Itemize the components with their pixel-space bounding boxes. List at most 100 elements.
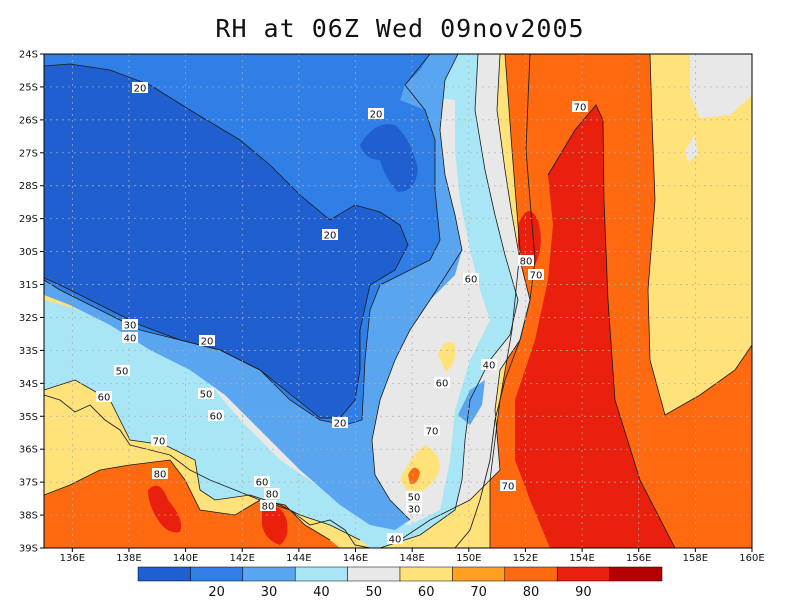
contour-label-bg <box>114 365 130 376</box>
lon-label: 158E <box>683 553 708 564</box>
colorbar-swatch <box>504 566 558 582</box>
contour-label: 60 <box>210 412 223 423</box>
contour-label: 70 <box>530 271 543 282</box>
rh-band-60-70-pocket-1 <box>438 341 456 372</box>
lon-label: 144E <box>286 553 311 564</box>
lon-label: 156E <box>626 553 651 564</box>
colorbar-swatch <box>190 566 244 582</box>
contour-label: 50 <box>200 390 213 401</box>
colorbar-swatch <box>399 566 453 582</box>
contour-label: 50 <box>408 493 421 504</box>
colorbar-swatch <box>556 566 610 582</box>
rh-band-80-90-southwest <box>148 485 182 533</box>
coastline <box>44 54 536 548</box>
longitude-labels: 136E 138E 140E 142E 144E 146E 148E 150E 152E 154E… <box>60 548 765 564</box>
rh-band-70-80-pocket <box>408 467 420 485</box>
contour-label: 80 <box>154 470 167 481</box>
contour-label-bg <box>198 388 214 399</box>
contour-label-bg <box>332 417 348 428</box>
contour-label: 80 <box>520 257 533 268</box>
contour-label-bg <box>518 255 534 266</box>
lat-label: 25S <box>19 82 38 93</box>
lat-label: 37S <box>19 478 38 489</box>
contour-label-bg <box>434 377 450 388</box>
contour-label-bg <box>122 319 138 330</box>
lon-label: 138E <box>116 553 141 564</box>
contour-line-70-east <box>647 54 752 416</box>
contour-label: 20 <box>334 419 347 430</box>
lon-label: 140E <box>173 553 198 564</box>
contour-label: 60 <box>436 379 449 390</box>
lat-label: 38S <box>19 511 38 522</box>
contour-line-40 <box>371 54 463 521</box>
contour-label-bg <box>260 500 276 511</box>
contour-label-bg <box>132 82 148 93</box>
contour-label-bg <box>264 488 280 499</box>
contour-line-southwest-2 <box>44 459 331 541</box>
lat-label: 28S <box>19 181 38 192</box>
lon-label: 152E <box>513 553 538 564</box>
contour-label: 20 <box>370 110 383 121</box>
lon-label: 136E <box>60 553 85 564</box>
colorbar-tick-label: 50 <box>366 585 383 600</box>
colorbar-swatch <box>294 566 348 582</box>
contour-label: 40 <box>124 334 137 345</box>
contour-label: 50 <box>116 367 129 378</box>
lat-label: 29S <box>19 214 38 225</box>
latitude-labels: 24S 25S 26S 27S 28S 29S 30S 31S 32S 33S 34S 35S 36S 3… <box>19 50 44 555</box>
contour-label-bg <box>406 491 422 502</box>
contour-line-30 <box>44 54 441 426</box>
rh-band-80-90-blob <box>518 211 541 265</box>
contour-value-labels: 2020202020304050506060606070708080807070… <box>96 82 588 546</box>
colorbar-tick-label: 40 <box>313 585 330 600</box>
colorbar: 20 30 40 50 60 70 80 90 <box>137 566 663 600</box>
contour-label: 20 <box>134 84 147 95</box>
lat-label: 33S <box>19 346 38 357</box>
contour-label-bg <box>152 468 168 479</box>
contour-label: 20 <box>201 337 214 348</box>
contour-label: 60 <box>98 393 111 404</box>
rh-band-80-90-east <box>515 105 675 548</box>
lat-label: 32S <box>19 313 38 324</box>
contour-label-bg <box>481 359 497 370</box>
contour-label: 30 <box>124 321 137 332</box>
lon-label: 154E <box>569 553 594 564</box>
contour-label: 80 <box>262 502 275 513</box>
lat-label: 34S <box>19 379 38 390</box>
contour-label-bg <box>424 425 440 436</box>
lon-label: 146E <box>343 553 368 564</box>
contour-label: 40 <box>389 535 402 546</box>
colorbar-swatch <box>452 566 506 582</box>
lon-label: 142E <box>230 553 255 564</box>
contour-label-bg <box>406 503 422 514</box>
map-title: RH at 06Z Wed 09nov2005 <box>215 14 585 43</box>
contour-label: 70 <box>502 482 515 493</box>
lat-label: 36S <box>19 445 38 456</box>
rh-band-below-20-blob <box>360 124 418 192</box>
contour-label: 20 <box>324 231 337 242</box>
rh-band-40-50 <box>44 54 518 548</box>
contour-label-bg <box>572 101 588 112</box>
lat-label: 31S <box>19 280 38 291</box>
contour-label: 30 <box>408 505 421 516</box>
colorbar-swatch <box>609 566 663 582</box>
lon-label: 148E <box>399 553 424 564</box>
rh-band-30-40-strip <box>458 380 485 425</box>
contour-label: 60 <box>465 275 478 286</box>
colorbar-tick-label: 60 <box>418 585 435 600</box>
lon-label: 160E <box>739 553 764 564</box>
rh-band-80-90-south <box>262 506 288 545</box>
rh-band-50-60-island <box>685 135 698 162</box>
lat-label: 30S <box>19 247 38 258</box>
colorbar-swatch <box>347 566 401 582</box>
colorbar-tick-label: 20 <box>208 585 225 600</box>
contour-label-bg <box>500 480 516 491</box>
map-frame <box>43 53 753 549</box>
colorbar-tick-label: 70 <box>470 585 487 600</box>
contour-line-70 <box>489 54 521 548</box>
lat-label: 24S <box>19 50 38 61</box>
colorbar-tick-label: 80 <box>523 585 540 600</box>
contour-label-bg <box>254 476 270 487</box>
contour-label-bg <box>368 108 384 119</box>
